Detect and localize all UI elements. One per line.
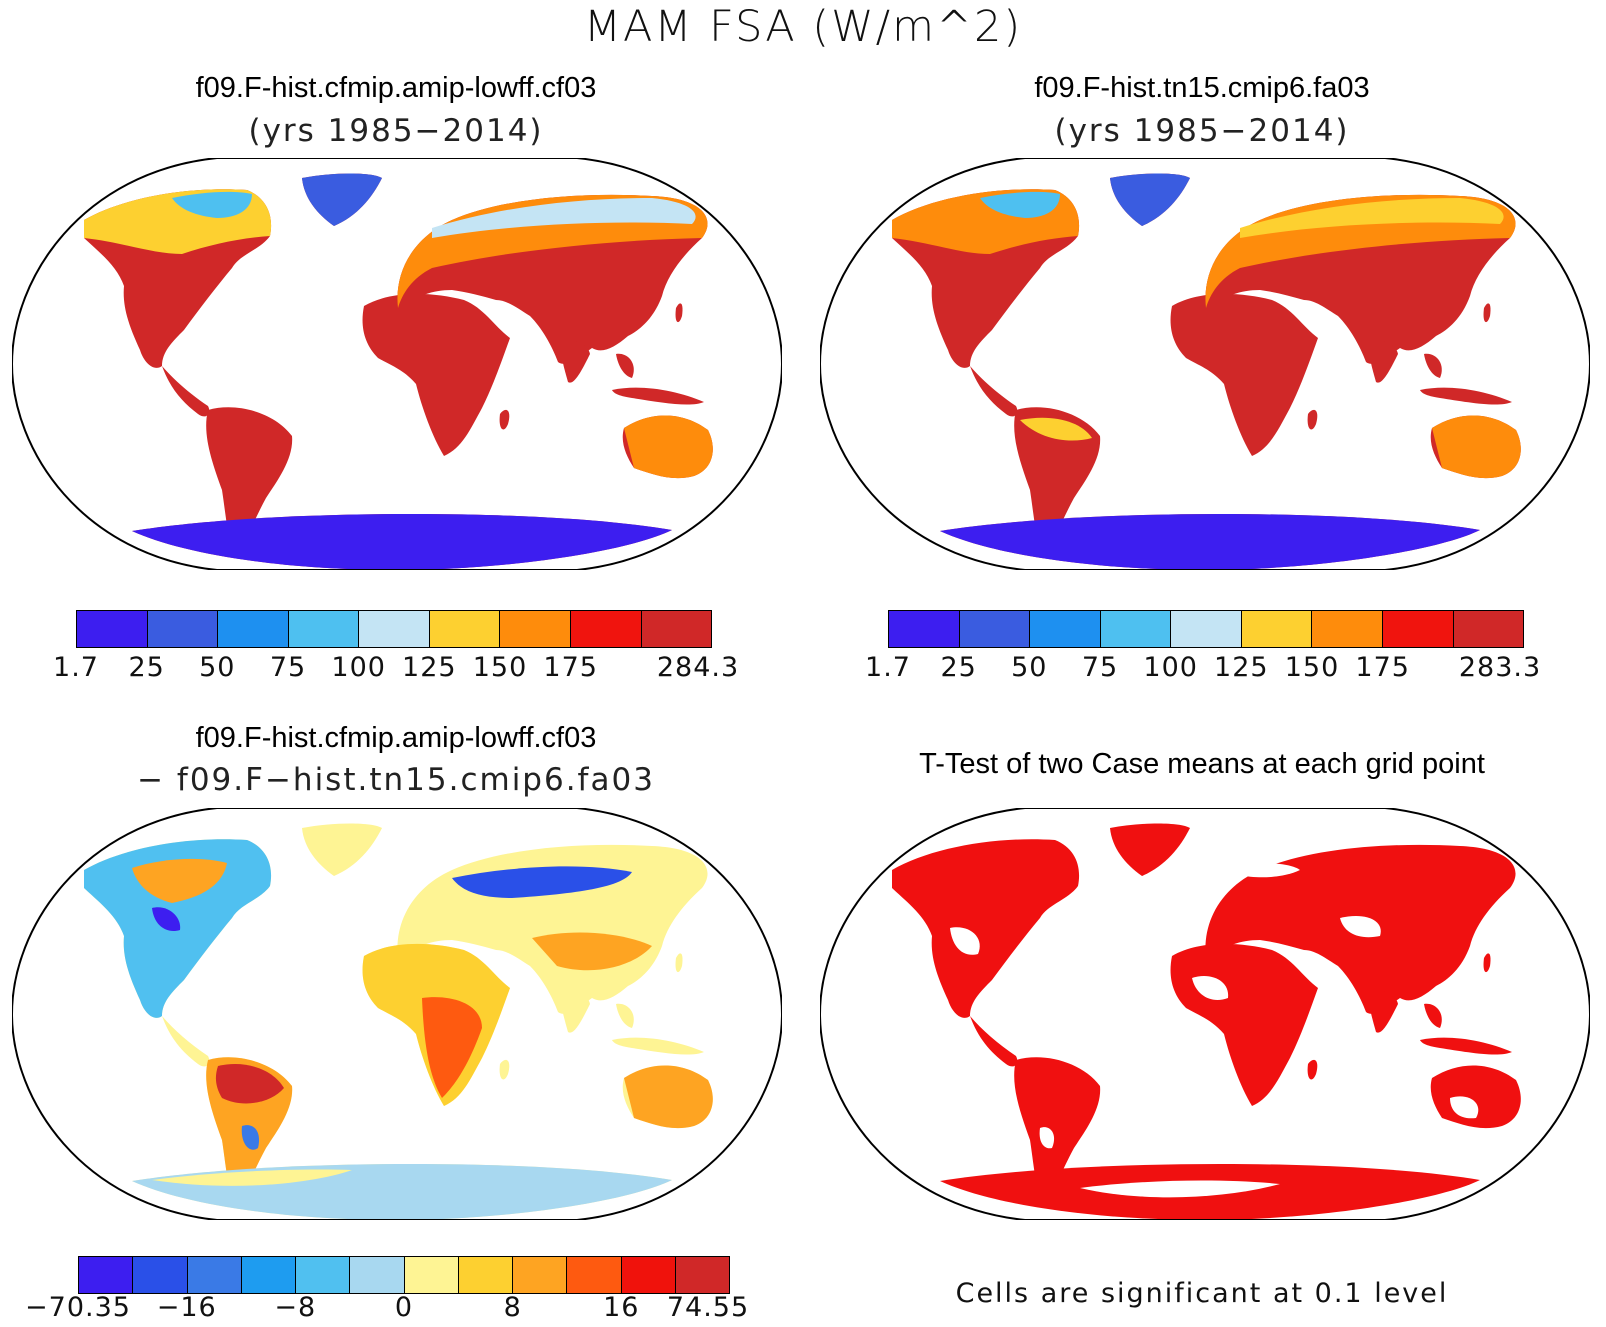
panel3-title: f09.F-hist.cfmip.amip-lowff.cf03 (195, 722, 597, 754)
colorbar-label: −70.35 (25, 1292, 131, 1323)
colorbar-label: 25 (128, 652, 165, 683)
colorbar-label: 100 (331, 652, 386, 683)
colorbar-swatch (889, 611, 960, 647)
colorbar-swatch (147, 611, 219, 647)
panel3-subtitle: − f09.F−hist.tn15.cmip6.fa03 (137, 762, 655, 798)
colorbar-swatch (1171, 611, 1242, 647)
panel2-title: f09.F-hist.tn15.cmip6.fa03 (1034, 72, 1370, 104)
panel3-map (12, 808, 782, 1220)
colorbar-label: 125 (1214, 652, 1269, 683)
colorbar-swatch (458, 1257, 513, 1293)
colorbar-swatch (429, 611, 501, 647)
colorbar-swatch (187, 1257, 242, 1293)
colorbar-swatch (621, 1257, 676, 1293)
panel1-subtitle: (yrs 1985−2014) (248, 113, 544, 149)
colorbar-label: 75 (269, 652, 307, 683)
colorbar-label: 8 (503, 1292, 522, 1323)
colorbar-label: 150 (1284, 652, 1340, 683)
colorbar-label: 175 (543, 652, 598, 683)
colorbar-swatch (567, 1257, 622, 1293)
colorbar-swatch (1382, 611, 1454, 647)
colorbar-swatch (513, 1257, 568, 1293)
colorbar-swatch (288, 611, 360, 647)
colorbar-label: 50 (1011, 652, 1048, 683)
panel1-map (12, 158, 782, 570)
colorbar-swatch (241, 1257, 296, 1293)
panel2-map (820, 158, 1590, 570)
colorbar-label: 1.7 (53, 652, 99, 683)
colorbar-swatch (359, 611, 430, 647)
panel1-colorbar-labels: 1.7 25 50 75 100 125 150 175 284.3 (53, 652, 738, 688)
colorbar-label: 25 (940, 652, 977, 683)
colorbar-swatch (570, 611, 642, 647)
colorbar-swatch (404, 1257, 459, 1293)
colorbar-label: 100 (1143, 652, 1198, 683)
colorbar-label: 16 (603, 1292, 640, 1323)
panel2-subtitle: (yrs 1985−2014) (1054, 113, 1350, 149)
colorbar-swatch (79, 1257, 134, 1293)
colorbar-swatch (133, 1257, 188, 1293)
colorbar-swatch (1312, 611, 1383, 647)
colorbar-label: 175 (1355, 652, 1410, 683)
colorbar-swatch (1100, 611, 1172, 647)
colorbar-label: −8 (274, 1292, 317, 1323)
colorbar-swatch (1030, 611, 1101, 647)
figure-title: MAM FSA (W/m^2) (583, 2, 1023, 52)
colorbar-label: 150 (472, 652, 528, 683)
panel2-colorbar (888, 610, 1524, 648)
panel1-title: f09.F-hist.cfmip.amip-lowff.cf03 (195, 72, 597, 104)
colorbar-label: 284.3 (656, 652, 740, 683)
panel1-colorbar (76, 610, 712, 648)
colorbar-label: 125 (402, 652, 457, 683)
colorbar-label: 0 (394, 1292, 414, 1323)
colorbar-swatch (350, 1257, 405, 1293)
colorbar-swatch (1241, 611, 1313, 647)
colorbar-swatch (675, 1257, 729, 1293)
panel4-map (820, 808, 1590, 1220)
significance-note: Cells are significant at 0.1 level (955, 1278, 1449, 1309)
panel4-title: T-Test of two Case means at each grid po… (919, 748, 1485, 780)
colorbar-swatch (959, 611, 1031, 647)
colorbar-label: 1.7 (865, 652, 911, 683)
colorbar-label: 75 (1081, 652, 1119, 683)
colorbar-swatch (500, 611, 571, 647)
panel3-colorbar (78, 1256, 730, 1294)
colorbar-swatch (296, 1257, 351, 1293)
colorbar-label: 50 (199, 652, 236, 683)
colorbar-label: −16 (156, 1292, 217, 1323)
panel3-colorbar-labels: −70.35 −16 −8 0 8 16 74.55 (25, 1292, 748, 1326)
colorbar-swatch (641, 611, 712, 647)
colorbar-swatch (218, 611, 289, 647)
panel2-colorbar-labels: 1.7 25 50 75 100 125 150 175 283.3 (865, 652, 1540, 688)
colorbar-swatch (77, 611, 148, 647)
colorbar-label: 74.55 (666, 1292, 750, 1323)
colorbar-label: 283.3 (1458, 652, 1542, 683)
colorbar-swatch (1453, 611, 1524, 647)
